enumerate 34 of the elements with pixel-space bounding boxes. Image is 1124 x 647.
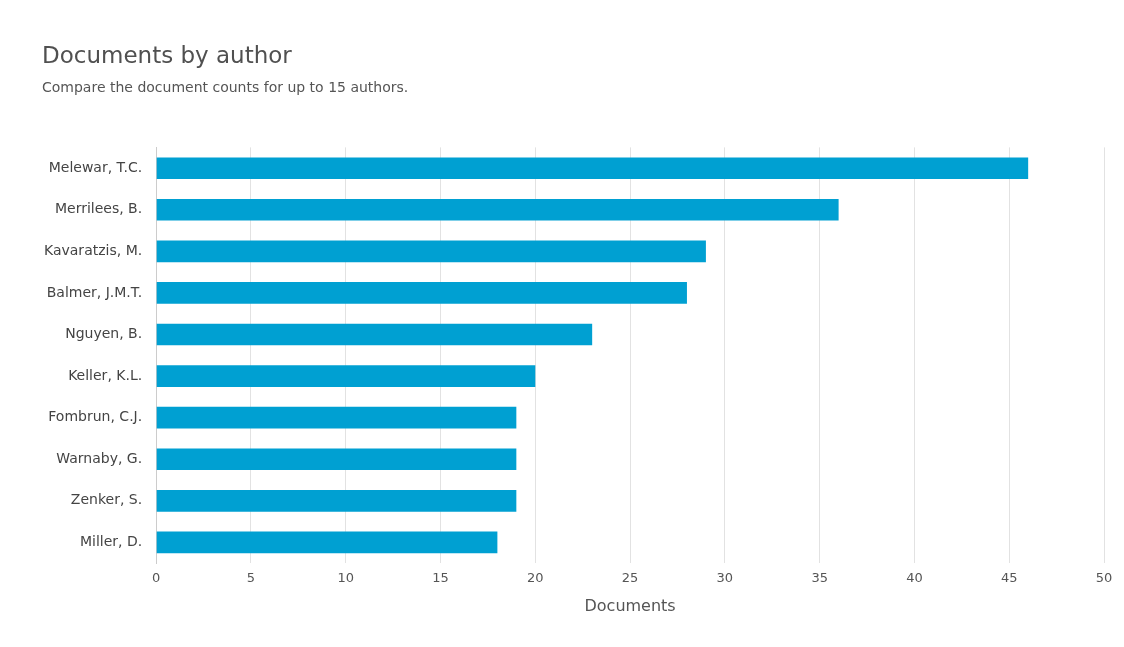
x-tick-label: 45 [1000,570,1018,586]
y-tick-label: Balmer, J.M.T. [46,283,143,300]
x-tick-label: 50 [1095,570,1113,586]
x-tick-label: 30 [716,570,734,586]
y-tick-label: Fombrun, C.J. [48,408,143,425]
x-tick-label: 10 [337,570,354,586]
bar [156,448,517,471]
bar [156,198,839,221]
chart-subtitle: Compare the document counts for up to 15 authors. [42,79,409,95]
y-tick-label: Zenker, S. [70,491,143,508]
y-tick-label: Miller, D. [79,533,143,550]
bar [156,282,687,304]
x-tick-label: 35 [811,570,828,586]
x-tick-label: 5 [246,570,256,586]
bar [156,490,517,512]
bar [156,531,498,554]
y-tick-label: Kavaratzis, M. [43,241,143,258]
x-tick-label: 25 [621,570,639,586]
chart-title: Documents by author [42,42,292,68]
y-tick-label: Melewar, T.C. [48,158,143,175]
bar [156,365,536,387]
x-tick-label: 0 [152,570,161,586]
y-tick-label: Keller, K.L. [68,366,143,383]
x-tick-label: 15 [432,570,449,586]
bar [156,323,593,346]
y-tick-label: Merrilees, B. [54,200,143,217]
y-tick-label: Nguyen, B. [65,325,143,342]
bar [156,157,1029,179]
bar [156,240,706,263]
x-axis-title: Documents [584,595,676,615]
bar [156,406,517,429]
x-tick-label: 20 [527,570,544,586]
x-tick-label: 40 [906,570,923,586]
y-tick-label: Warnaby, G. [56,449,143,466]
